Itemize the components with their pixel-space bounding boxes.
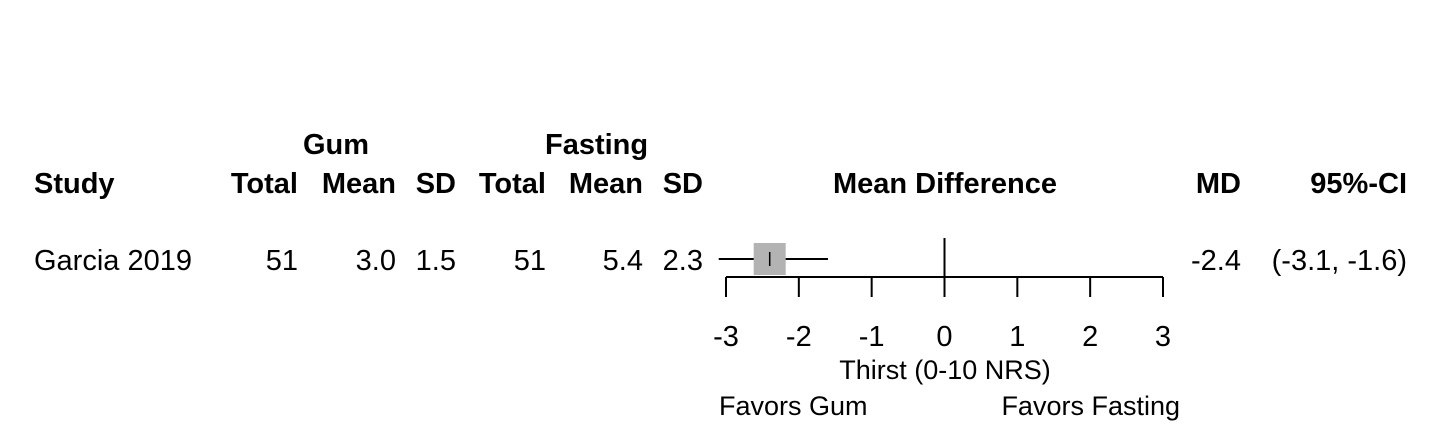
study-name: Garcia 2019 (34, 245, 192, 277)
header-ci: 95%-CI (1310, 168, 1407, 200)
header-fasting-sd: SD (662, 168, 703, 200)
gum-mean-value: 3.0 (355, 245, 396, 277)
ci-value: (-3.1, -1.6) (1271, 245, 1407, 277)
fasting-sd-value: 2.3 (662, 245, 703, 277)
favors-right-label: Favors Fasting (1001, 391, 1180, 421)
x-tick-label: 2 (1082, 321, 1098, 353)
header-gum-total: Total (230, 168, 298, 200)
group-header-gum: Gum (303, 129, 370, 161)
x-tick-label: -1 (859, 321, 885, 353)
header-study: Study (34, 168, 115, 200)
header-md: MD (1195, 168, 1241, 200)
gum-total-value: 51 (265, 245, 298, 277)
header-mean-difference: Mean Difference (832, 168, 1057, 200)
x-axis-label: Thirst (0-10 NRS) (839, 355, 1051, 385)
favors-left-label: Favors Gum (719, 391, 868, 421)
md-value: -2.4 (1191, 245, 1241, 277)
header-gum-sd: SD (415, 168, 456, 200)
gum-sd-value: 1.5 (415, 245, 456, 277)
header-fasting-total: Total (478, 168, 546, 200)
x-tick-label: -3 (713, 321, 739, 353)
x-tick-label: 3 (1155, 321, 1171, 353)
group-header-fasting: Fasting (545, 129, 649, 161)
header-gum-mean: Mean (321, 168, 396, 200)
x-tick-label: -2 (786, 321, 812, 353)
x-tick-label: 1 (1009, 321, 1025, 353)
fasting-total-value: 51 (513, 245, 546, 277)
x-tick-label: 0 (936, 321, 952, 353)
fasting-mean-value: 5.4 (602, 245, 643, 277)
header-fasting-mean: Mean (568, 168, 643, 200)
